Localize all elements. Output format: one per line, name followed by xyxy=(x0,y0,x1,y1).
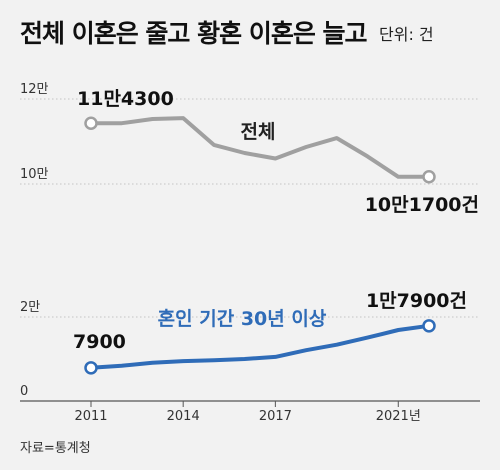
series-name-label: 전체 xyxy=(241,121,276,143)
start-value-label: 11만4300 xyxy=(77,88,174,110)
series-name-label: 혼인 기간 30년 이상 xyxy=(158,307,327,330)
unit-label: 단위: 건 xyxy=(379,25,434,44)
x-tick-label: 2011 xyxy=(74,409,107,424)
upper-y-tick-label: 12만 xyxy=(20,82,49,97)
lower-y-tick-label: 2만 xyxy=(20,300,40,315)
end-value-label: 10만1700건 xyxy=(365,194,479,216)
source-note: 자료=통계청 xyxy=(20,441,91,456)
series-point-1 xyxy=(84,116,98,130)
upper-y-tick-label: 10만 xyxy=(20,167,49,182)
lower-y-tick-label: 0 xyxy=(20,384,28,399)
series-point-1 xyxy=(422,170,436,184)
series-line-1 xyxy=(89,116,431,179)
series-point-2 xyxy=(422,319,436,333)
end-value-label: 1만7900건 xyxy=(366,290,467,312)
series-point-2 xyxy=(84,361,98,375)
series-line-2 xyxy=(89,323,431,370)
x-tick-label: 2021년 xyxy=(376,409,421,424)
chart-title: 전체 이혼은 줄고 황혼 이혼은 늘고 xyxy=(20,19,368,48)
start-value-label: 7900 xyxy=(73,331,126,353)
x-tick-label: 2017 xyxy=(259,409,292,424)
x-tick-label: 2014 xyxy=(167,409,200,424)
